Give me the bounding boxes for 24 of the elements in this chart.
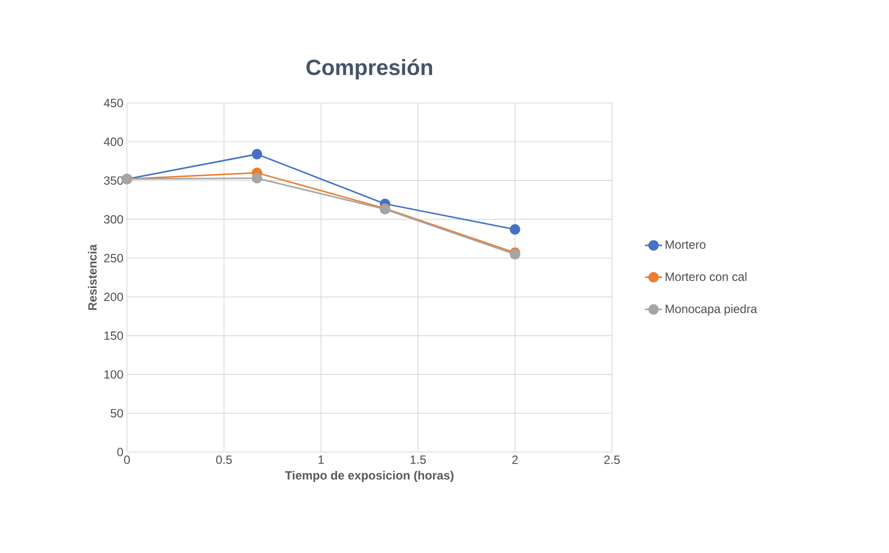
y-tick-label: 400 [104, 138, 124, 146]
y-axis-title: Resistencia [88, 244, 97, 310]
y-tick-label: 150 [104, 331, 124, 340]
point [252, 148, 262, 160]
x-tick-label: 1.5 [410, 456, 426, 464]
chart-title: Compresión [306, 58, 432, 80]
legend-label: Mortero con cal [666, 272, 746, 281]
point [510, 224, 520, 235]
legend-label: Mortero [666, 240, 706, 249]
x-tick-label: 2.5 [604, 456, 620, 464]
x-tick-label: 0 [124, 456, 130, 464]
x-tick-label: 2 [512, 456, 518, 464]
legend-label: Monocapa piedra [666, 304, 758, 316]
y-tick-label: 250 [104, 254, 124, 262]
point [252, 172, 262, 184]
x-tick-label: 1 [318, 456, 324, 464]
y-tick-label: 50 [110, 408, 124, 418]
y-tick-label: 200 [104, 292, 124, 302]
x-axis-title: Tiempo de exposicion (horas) [285, 470, 454, 482]
x-tick-label: 0.5 [216, 456, 232, 464]
y-tick-label: 0 [117, 448, 124, 456]
y-tick-label: 300 [104, 215, 124, 224]
y-tick-label: 100 [104, 370, 124, 379]
y-tick-label: 450 [104, 98, 124, 108]
